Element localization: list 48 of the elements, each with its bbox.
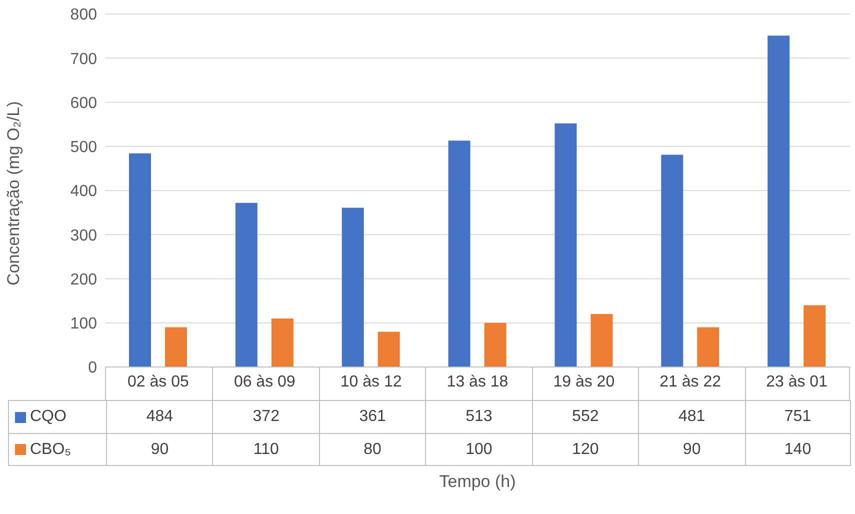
data-label: 80 (318, 434, 426, 465)
data-label: 90 (106, 434, 212, 465)
bar (165, 327, 187, 367)
x-tick-label: 13 às 18 (446, 373, 508, 390)
bar (129, 153, 151, 367)
y-tick-label: 300 (70, 227, 98, 244)
data-label: 110 (212, 434, 319, 465)
x-tick-label: 10 às 12 (340, 373, 402, 390)
x-tick-label: 02 às 05 (128, 373, 190, 390)
data-label: 751 (744, 401, 851, 433)
data-label: 372 (212, 401, 319, 433)
data-label: 481 (638, 401, 745, 433)
data-label: 120 (532, 434, 638, 465)
legend-label: CBO₅ (30, 440, 72, 458)
bar (342, 208, 364, 367)
bar (378, 332, 400, 367)
bar (484, 322, 506, 367)
y-tick-label: 100 (70, 316, 98, 333)
x-tick-label: 06 às 09 (234, 373, 296, 390)
legend-label: CQO (30, 408, 66, 426)
data-label: 140 (744, 434, 851, 465)
bar (661, 154, 684, 367)
bar (271, 318, 294, 367)
x-tick-label: 21 às 22 (660, 373, 722, 390)
data-label: 513 (425, 401, 532, 433)
y-tick-label: 200 (70, 271, 98, 288)
bar (448, 140, 470, 367)
y-tick-label: 500 (70, 139, 98, 156)
y-tick-label: 700 (70, 50, 98, 68)
bar (804, 305, 826, 367)
bar (768, 36, 790, 367)
bar (554, 123, 577, 367)
y-tick-label: 600 (70, 94, 98, 112)
y-tick-label: 400 (70, 183, 98, 200)
x-tick-label: 23 às 01 (766, 373, 828, 390)
bar (697, 327, 720, 367)
y-axis-title: Concentração (mg O₂/L) (4, 101, 24, 286)
data-label: 552 (532, 401, 638, 433)
x-tick-label: 19 às 20 (553, 373, 615, 390)
x-axis-title: Tempo (h) (438, 472, 517, 492)
y-tick-label: 0 (88, 360, 98, 377)
data-label: 484 (106, 401, 212, 433)
bar (235, 202, 258, 367)
bar (590, 314, 613, 367)
y-tick-label: 800 (70, 6, 98, 24)
data-label: 90 (638, 434, 745, 465)
data-label: 100 (425, 434, 532, 465)
data-label: 361 (318, 401, 426, 433)
